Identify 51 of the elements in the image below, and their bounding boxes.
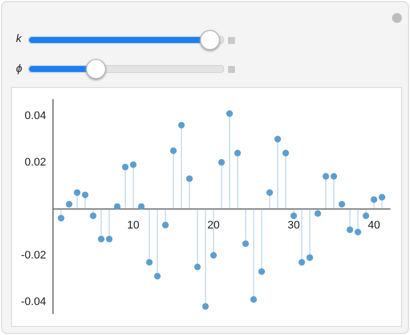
- point: [250, 296, 257, 303]
- y-tick-label: -0.04: [20, 296, 46, 308]
- point: [130, 161, 137, 168]
- point: [298, 258, 306, 266]
- y-tick-label: 0.02: [24, 156, 46, 168]
- y-tick-label: -0.02: [20, 249, 46, 262]
- x-tick-label: 30: [288, 219, 300, 232]
- point: [202, 303, 209, 310]
- x-tick-label: 40: [368, 219, 380, 232]
- point: [370, 196, 378, 203]
- point: [210, 252, 217, 259]
- point: [266, 189, 273, 196]
- point: [122, 164, 129, 170]
- point: [274, 136, 281, 142]
- point: [90, 212, 96, 220]
- point: [66, 200, 72, 208]
- point: [330, 172, 338, 180]
- point: [306, 254, 314, 261]
- point: [234, 150, 241, 156]
- point: [258, 268, 265, 275]
- point: [282, 150, 290, 156]
- point: [146, 258, 153, 266]
- point: [138, 203, 145, 210]
- point: [290, 212, 298, 220]
- point: [114, 203, 121, 210]
- point: [314, 210, 322, 217]
- point: [74, 189, 80, 196]
- point: [186, 175, 193, 182]
- x-tick-label: 10: [127, 219, 140, 232]
- point: [170, 147, 177, 154]
- text: ϕ: [16, 63, 22, 75]
- point: [162, 222, 169, 228]
- point: [322, 172, 330, 180]
- point: [226, 110, 233, 117]
- point: [98, 236, 105, 242]
- point: [106, 236, 113, 242]
- point: [194, 264, 201, 270]
- point: [178, 122, 185, 128]
- point: [154, 272, 161, 280]
- point: [58, 214, 64, 222]
- point: [82, 192, 88, 198]
- point: [242, 240, 249, 247]
- point: [362, 212, 370, 220]
- point: [346, 226, 354, 234]
- point: [378, 194, 386, 201]
- point: [338, 200, 346, 208]
- text: k: [16, 33, 22, 45]
- x-tick-label: 20: [207, 219, 220, 232]
- point: [354, 228, 362, 236]
- y-tick-label: 0.04: [24, 110, 46, 122]
- point: [218, 159, 225, 166]
